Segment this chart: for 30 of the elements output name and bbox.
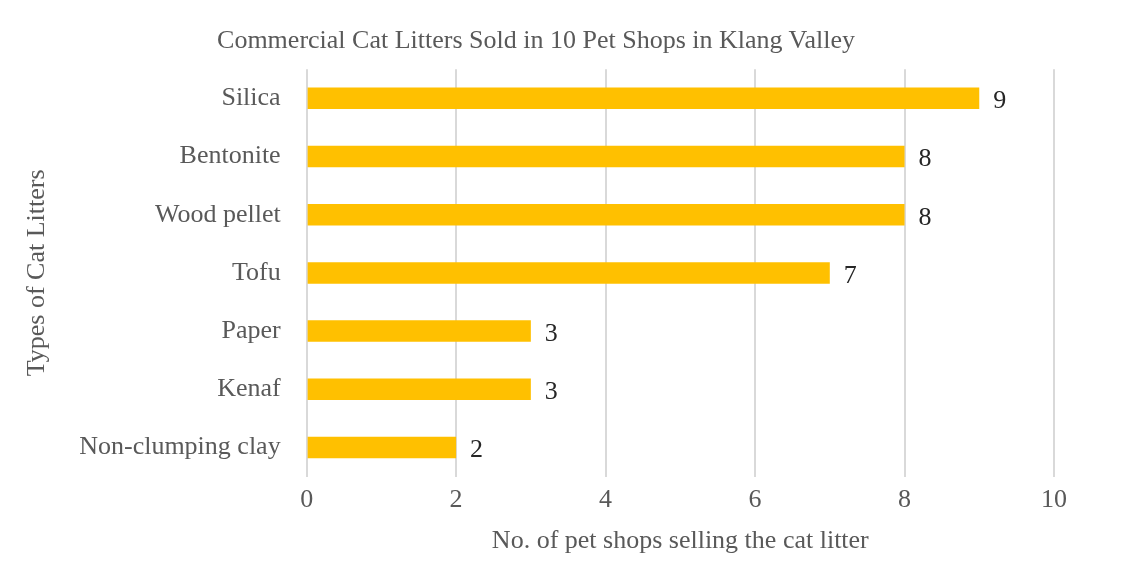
bar xyxy=(307,87,980,110)
y-tick-label: Tofu xyxy=(231,256,281,286)
data-label: 3 xyxy=(544,317,558,347)
y-tick-label: Non-clumping clay xyxy=(79,431,281,461)
bar xyxy=(307,262,830,284)
y-tick-label: Wood pellet xyxy=(154,198,282,228)
data-label: 8 xyxy=(918,201,932,231)
bar xyxy=(307,320,531,342)
data-label: 7 xyxy=(843,259,857,289)
x-tick-label: 0 xyxy=(300,484,314,514)
y-tick-label: Silica xyxy=(221,82,282,112)
y-tick-label: Bentonite xyxy=(179,140,281,170)
y-tick-label: Kenaf xyxy=(217,373,281,403)
y-axis-title: Types of Cat Litters xyxy=(21,169,51,377)
bar xyxy=(307,378,531,401)
x-tick-label: 8 xyxy=(898,484,912,514)
bar xyxy=(307,145,905,168)
data-label: 8 xyxy=(918,143,932,173)
data-label: 3 xyxy=(544,376,558,406)
bar xyxy=(307,203,905,226)
chart-title: Commercial Cat Litters Sold in 10 Pet Shops in Klang Valley xyxy=(217,25,855,55)
y-tick-label: Paper xyxy=(221,314,281,344)
bar xyxy=(307,436,457,459)
data-label: 9 xyxy=(993,85,1007,115)
x-axis-title: No. of pet shops selling the cat litter xyxy=(491,525,870,555)
data-label: 2 xyxy=(470,434,484,464)
x-tick-label: 4 xyxy=(599,484,613,514)
x-tick-label: 2 xyxy=(449,484,463,514)
x-tick-label: 10 xyxy=(1041,484,1067,514)
x-tick-label: 6 xyxy=(748,484,762,514)
